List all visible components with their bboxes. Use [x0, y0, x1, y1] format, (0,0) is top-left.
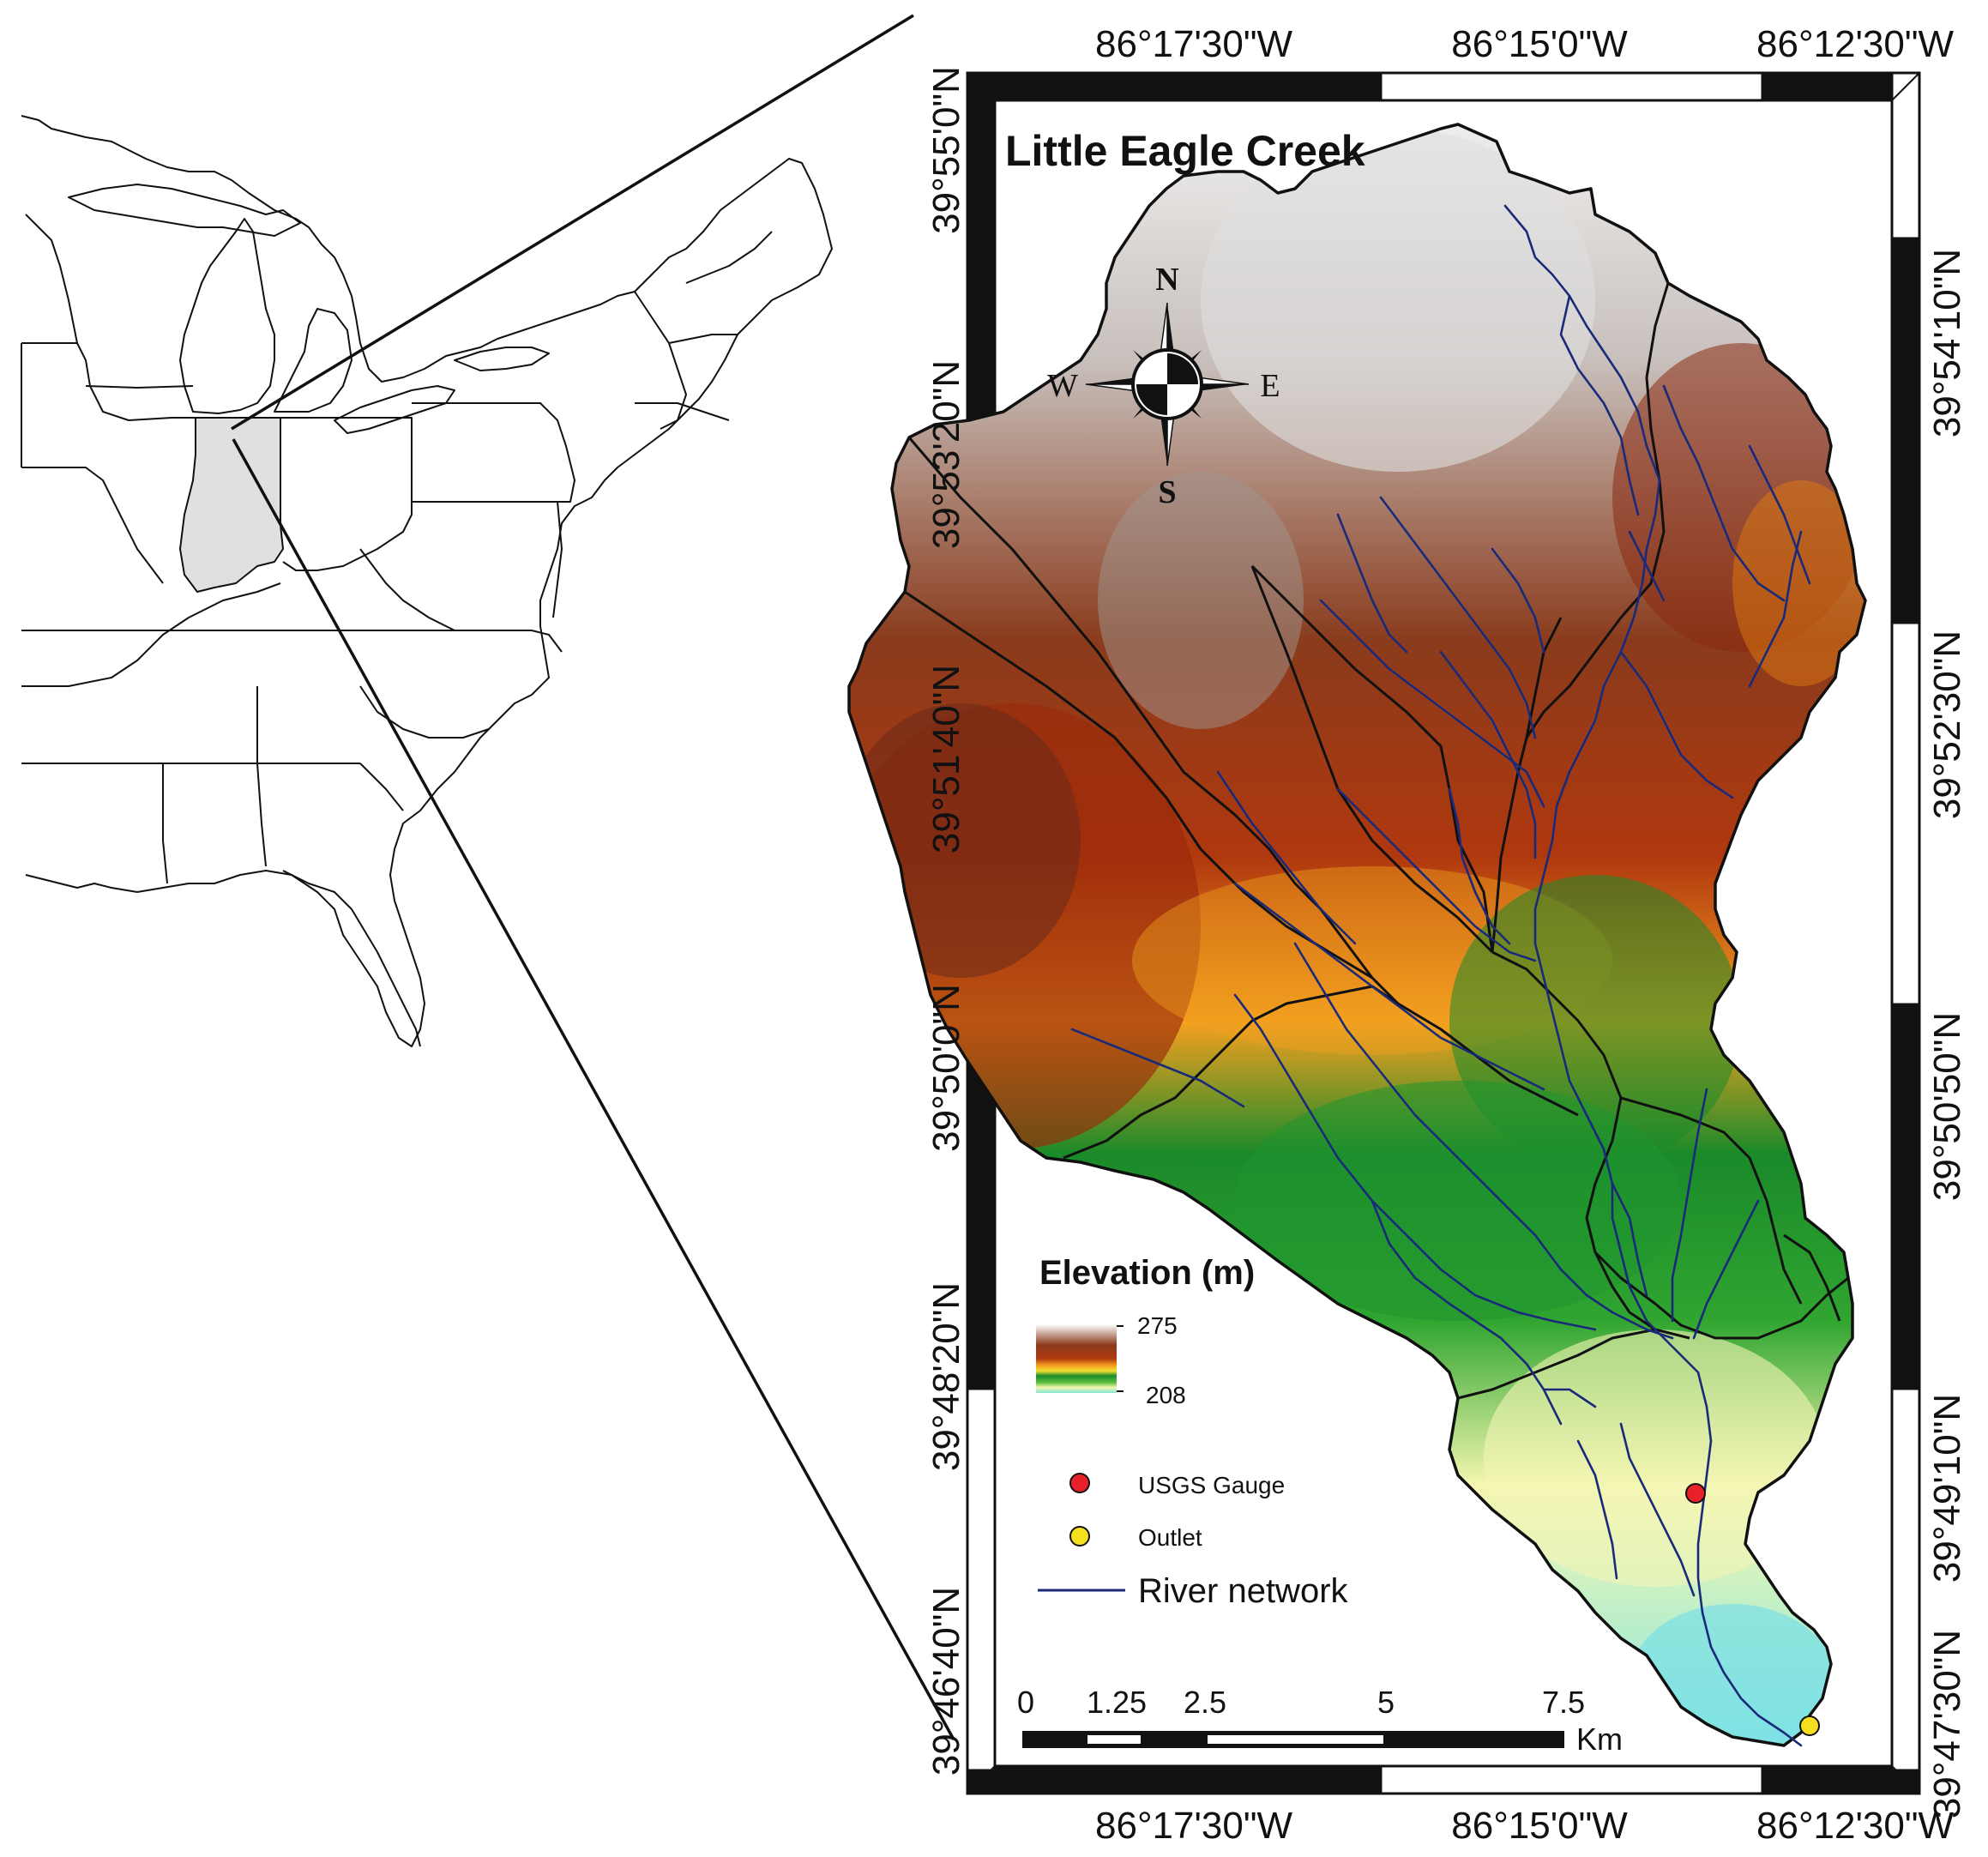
us-overview-map — [21, 115, 833, 1047]
scale-bar: 0 1.25 2.5 5 7.5 Km — [1017, 1685, 1623, 1757]
scale-tick-2: 2.5 — [1184, 1685, 1226, 1720]
elevation-max-label: 275 — [1137, 1312, 1178, 1339]
florida-outline — [282, 870, 421, 1047]
lat-label-right-2: 39°52'30"N — [1926, 630, 1968, 819]
latitude-labels-right: 39°54'10"N 39°52'30"N 39°50'50"N 39°49'1… — [1926, 249, 1968, 1818]
elevation-legend-title: Elevation (m) — [1039, 1254, 1255, 1292]
usgs-gauge-point — [1685, 1483, 1706, 1504]
elevation-color-ramp — [1036, 1324, 1117, 1393]
lat-label-left-4: 39°50'0"N — [925, 984, 967, 1152]
zoom-connector-lines — [231, 14, 955, 1740]
latitude-labels-left: 39°55'0"N 39°53'20"N 39°51'40"N 39°50'0"… — [925, 66, 967, 1776]
outlet-legend-label: Outlet — [1138, 1524, 1202, 1551]
lon-label-bottom-2: 86°15'0"W — [1451, 1805, 1628, 1847]
lat-label-left-6: 39°46'40"N — [925, 1587, 967, 1776]
scale-tick-1: 1.25 — [1087, 1685, 1147, 1720]
outlet-point — [1799, 1715, 1820, 1736]
compass-e-label: E — [1260, 368, 1280, 404]
lake-superior — [68, 184, 301, 237]
lon-label-top-1: 86°17'30"W — [1095, 23, 1292, 65]
map-title: Little Eagle Creek — [1005, 127, 1365, 175]
elevation-min-label: 208 — [1146, 1382, 1186, 1408]
river-legend-label: River network — [1138, 1572, 1349, 1610]
compass-w-label: W — [1047, 368, 1078, 404]
michigan-mitten — [274, 308, 352, 413]
lake-michigan — [179, 218, 275, 414]
indiana-state — [179, 417, 284, 593]
compass-n-label: N — [1155, 262, 1178, 298]
lat-label-right-1: 39°54'10"N — [1926, 249, 1968, 437]
scale-tick-3: 5 — [1377, 1685, 1395, 1720]
legend: Elevation (m) 275 208 USGS Gauge Outlet … — [1036, 1254, 1349, 1610]
usgs-gauge-legend-label: USGS Gauge — [1138, 1472, 1285, 1498]
lat-label-left-5: 39°48'20"N — [925, 1282, 967, 1471]
outlet-legend-symbol — [1069, 1526, 1090, 1546]
lat-label-left-2: 39°53'20"N — [925, 360, 967, 549]
lake-erie — [334, 385, 455, 434]
longitude-labels-top: 86°17'30"W 86°15'0"W 86°12'30"W — [1095, 23, 1954, 65]
lon-label-top-2: 86°15'0"W — [1451, 23, 1628, 65]
lat-label-right-5: 39°47'30"N — [1926, 1630, 1968, 1818]
lat-label-left-3: 39°51'40"N — [925, 665, 967, 853]
lat-label-left-1: 39°55'0"N — [925, 66, 967, 234]
lat-label-right-4: 39°49'10"N — [1926, 1394, 1968, 1583]
longitude-labels-bottom: 86°17'30"W 86°15'0"W 86°12'30"W — [1095, 1805, 1954, 1847]
scale-unit: Km — [1576, 1721, 1623, 1757]
lon-label-bottom-3: 86°12'30"W — [1756, 1805, 1954, 1847]
north-arrow-compass: N S E W — [1047, 262, 1280, 510]
river-network — [1070, 204, 1811, 1747]
usgs-gauge-legend-symbol — [1069, 1473, 1090, 1493]
lake-ontario — [454, 347, 550, 371]
lat-label-right-3: 39°50'50"N — [1926, 1012, 1968, 1201]
compass-s-label: S — [1158, 474, 1176, 510]
eastern-us-outline — [21, 115, 833, 1047]
scale-tick-4: 7.5 — [1542, 1685, 1585, 1720]
lon-label-top-3: 86°12'30"W — [1756, 23, 1954, 65]
scale-tick-0: 0 — [1017, 1685, 1034, 1720]
lon-label-bottom-1: 86°17'30"W — [1095, 1805, 1292, 1847]
